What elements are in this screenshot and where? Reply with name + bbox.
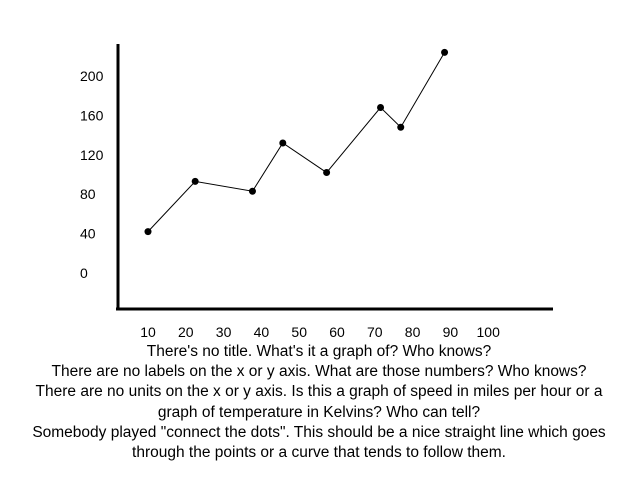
data-point <box>323 169 331 177</box>
series-line <box>147 52 445 232</box>
data-point <box>397 123 405 131</box>
data-series <box>144 48 449 236</box>
caption-line: There's no title. What's it a graph of? … <box>146 343 492 360</box>
x-tick-label: 80 <box>405 324 421 340</box>
y-tick-labels: 0 40 80 120 160 200 <box>80 68 104 281</box>
data-point <box>377 104 385 112</box>
x-tick-label: 40 <box>254 324 270 340</box>
caption-line: through the points or a curve that tends… <box>132 444 506 462</box>
y-tick-label: 0 <box>80 265 88 281</box>
data-point <box>279 139 287 147</box>
x-tick-label: 70 <box>367 324 383 340</box>
y-tick-label: 160 <box>80 107 104 123</box>
x-tick-label: 30 <box>216 324 232 340</box>
caption-line: There are no units on the x or y axis. I… <box>35 383 603 401</box>
caption-line: There are no labels on the x or y axis. … <box>51 363 587 381</box>
caption-text: There's no title. What's it a graph of? … <box>0 342 638 463</box>
caption-line: Somebody played "connect the dots". This… <box>32 423 606 441</box>
x-tick-label: 100 <box>477 324 501 340</box>
data-point <box>441 48 449 56</box>
caption-line: graph of temperature in Kelvins? Who can… <box>157 403 481 421</box>
x-tick-labels: 10 20 30 40 50 60 70 80 90 100 <box>140 324 500 340</box>
y-tick-label: 200 <box>80 68 104 84</box>
x-tick-label: 20 <box>178 324 194 340</box>
y-tick-label: 40 <box>80 226 96 242</box>
x-tick-label: 90 <box>443 324 459 340</box>
data-point <box>191 177 199 185</box>
x-tick-label: 60 <box>329 324 345 340</box>
data-point <box>248 187 256 195</box>
y-tick-label: 120 <box>80 147 104 163</box>
line-chart: 0 40 80 120 160 200 10 20 30 40 50 60 70 80 90 100 <box>80 44 553 340</box>
x-tick-label: 10 <box>140 324 156 340</box>
x-tick-label: 50 <box>291 324 307 340</box>
data-point <box>144 228 152 236</box>
y-tick-label: 80 <box>80 186 96 202</box>
